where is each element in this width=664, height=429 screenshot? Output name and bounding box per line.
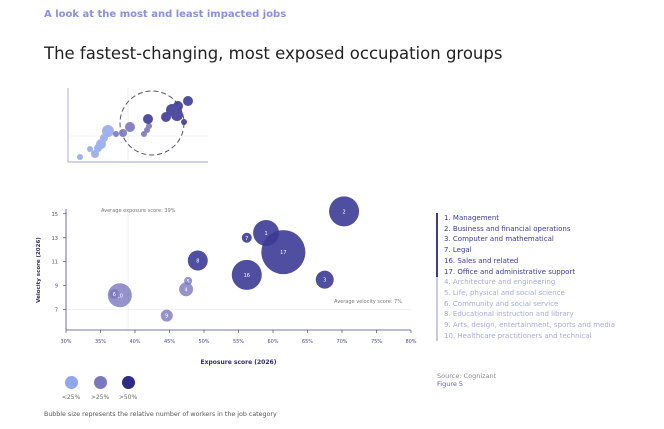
bubble-1 (253, 219, 280, 246)
bubble-7 (241, 232, 252, 243)
bubble-6 (109, 289, 120, 300)
page-title: The fastest-changing, most exposed occup… (44, 44, 503, 63)
y-tick-label: 13 (52, 236, 58, 242)
legend-item-high: 1. Management (444, 214, 500, 222)
less-exposed-group: 4. Architecture and engineering 5. Life, … (436, 277, 615, 342)
source-note: Source: Cognizant (437, 372, 497, 380)
legend-item-high: 17. Office and administrative support (444, 267, 576, 276)
legend-swatch-low (65, 376, 78, 389)
bubble-label: 5 (187, 279, 190, 285)
avg-velocity-label: Average velocity score: 7% (334, 299, 402, 305)
x-tick-label: 55% (233, 339, 244, 345)
bubble-label: 8 (196, 259, 199, 265)
legend-item-low: 10. Healthcare practitioners and technic… (444, 331, 592, 340)
x-tick-label: 70% (336, 339, 347, 345)
x-tick-label: 60% (267, 339, 278, 345)
bubble-label: 2 (342, 209, 345, 215)
x-tick-label: 30% (60, 339, 71, 345)
bubble-label: 9 (165, 314, 168, 320)
x-tick-label: 75% (371, 339, 382, 345)
bubble-size-note: Bubble size represents the relative numb… (44, 411, 277, 418)
legend-item-low: 5. Life, physical and social science (444, 288, 565, 297)
bubble-label: 1 (265, 231, 268, 237)
x-tick-label: 65% (302, 339, 313, 345)
x-axis-title: Exposure score (2026) (201, 359, 277, 366)
bubble-label: 3 (323, 278, 326, 284)
bubble-label: 16 (244, 273, 250, 279)
bubble-2 (329, 196, 360, 227)
x-tick-label: 50% (198, 339, 209, 345)
bubble-label: 10 (117, 293, 123, 299)
category-legend: 1. Management 2. Business and financial o… (436, 213, 615, 342)
legend-item-low: 8. Educational instruction and library (444, 310, 574, 319)
legend-label-low: <25% (61, 394, 81, 401)
legend-swatch-high (122, 376, 135, 389)
legend-label-mid: >25% (90, 394, 110, 401)
bubble-8 (187, 250, 208, 271)
legend-swatch-mid (94, 376, 107, 389)
y-tick-label: 9 (55, 284, 58, 290)
legend-label-high: >50% (118, 394, 138, 401)
y-tick-label: 7 (55, 308, 58, 314)
mini-overview-chart (67, 88, 208, 163)
most-exposed-group: 1. Management 2. Business and financial o… (436, 213, 615, 278)
bubble-label: 4 (184, 287, 187, 293)
x-tick-label: 40% (129, 339, 140, 345)
kicker: A look at the most and least impacted jo… (44, 9, 287, 20)
figure-label: Figure 5 (437, 380, 464, 388)
bubble-label: 17 (280, 250, 286, 256)
avg-exposure-label: Average exposure score: 39% (101, 208, 176, 214)
bubble-9 (160, 309, 173, 322)
bubble-label: 7 (245, 236, 248, 242)
bubble-16 (231, 259, 262, 290)
y-axis-title: Velocity score (2026) (36, 237, 42, 303)
x-tick-label: 80% (405, 339, 416, 345)
y-tick-label: 11 (52, 260, 58, 266)
legend-item-low: 9. Arts, design, entertainment, sports a… (444, 321, 615, 330)
x-tick-label: 35% (95, 339, 106, 345)
legend-item-high: 3. Computer and mathematical (444, 235, 554, 244)
legend-item-high: 2. Business and financial operations (444, 224, 571, 233)
bubble-3 (315, 270, 334, 289)
bubble-label: 6 (113, 292, 116, 298)
legend-item-low: 4. Architecture and engineering (444, 278, 556, 287)
bubble-4 (179, 282, 194, 297)
legend-item-high: 7. Legal (444, 246, 472, 255)
legend-item-high: 16. Sales and related (444, 256, 519, 265)
legend-item-low: 6. Community and social service (444, 299, 559, 308)
x-tick-label: 45% (164, 339, 175, 345)
y-tick-label: 15 (52, 212, 58, 218)
